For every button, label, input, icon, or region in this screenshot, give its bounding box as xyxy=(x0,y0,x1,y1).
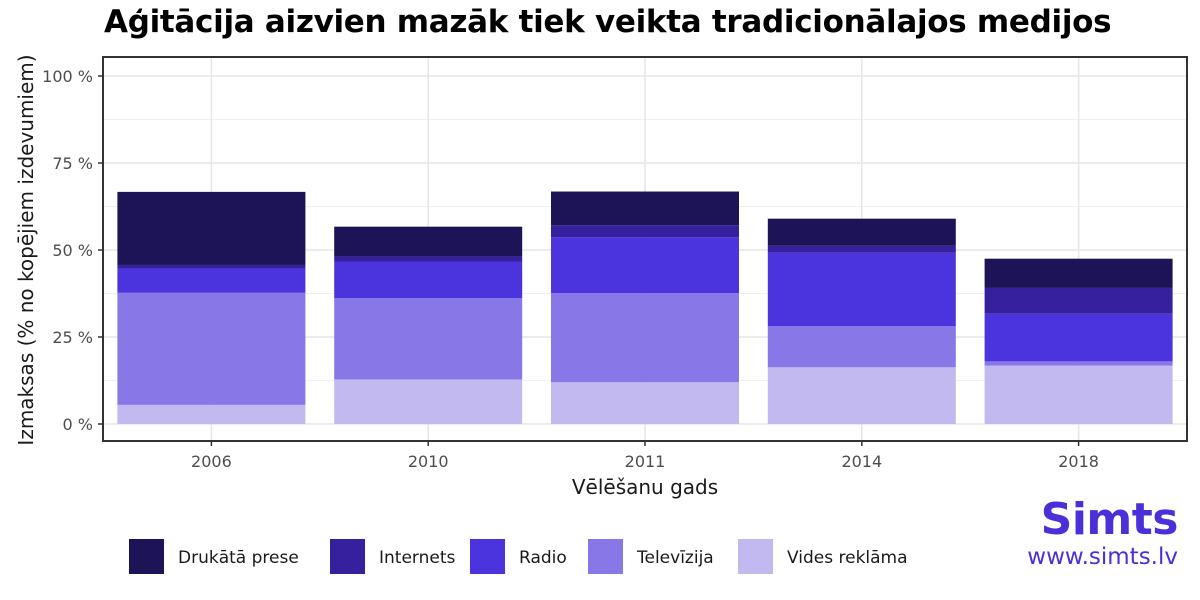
brand-logo: Simts www.simts.lv xyxy=(1027,497,1178,571)
bar-segment xyxy=(767,326,956,368)
chart-title: Aģitācija aizvien mazāk tiek veikta trad… xyxy=(104,4,1112,40)
bar-segment xyxy=(984,361,1173,366)
bar-segment xyxy=(984,365,1173,424)
y-tick-label: 25 % xyxy=(52,328,93,347)
bar-segment xyxy=(334,261,523,299)
bar-segment xyxy=(334,298,523,380)
bar-segment xyxy=(767,218,956,246)
x-axis-title: Vēlēšanu gads xyxy=(572,475,718,499)
x-tick-label: 2011 xyxy=(625,452,666,471)
x-tick-label: 2018 xyxy=(1058,452,1099,471)
legend-swatch xyxy=(129,539,164,574)
y-tick-label: 0 % xyxy=(63,415,93,434)
bar-segment xyxy=(767,367,956,424)
bar-segment xyxy=(117,404,306,424)
bars xyxy=(117,191,1173,424)
y-tick-label: 75 % xyxy=(52,154,93,173)
brand-url: www.simts.lv xyxy=(1027,544,1178,570)
bar-segment xyxy=(984,258,1173,288)
bar-segment xyxy=(551,191,739,226)
bar-segment xyxy=(334,226,523,257)
bar-segment xyxy=(551,225,739,238)
bar-segment xyxy=(334,379,523,424)
bar-segment xyxy=(551,382,739,424)
bar-segment xyxy=(767,245,956,253)
legend-label: Vides reklāma xyxy=(787,548,908,568)
bar-segment xyxy=(551,237,739,294)
x-tick-label: 2014 xyxy=(841,452,882,471)
y-tick-label: 100 % xyxy=(42,67,93,86)
legend-label: Televīzija xyxy=(636,548,714,568)
bar-segment xyxy=(767,252,956,327)
bar-segment xyxy=(117,268,306,293)
x-axis-ticks: 2006 2010 2011 2014 2018 xyxy=(191,441,1099,471)
bar-segment xyxy=(551,293,739,383)
legend: Drukātā prese Internets Radio Televīzija Vid… xyxy=(129,539,908,574)
bar-segment xyxy=(984,287,1173,314)
y-axis-ticks: 0 % 25 % 50 % 75 % 100 % xyxy=(42,67,103,434)
bar-segment xyxy=(117,191,306,265)
legend-label: Drukātā prese xyxy=(178,548,299,568)
bar-segment xyxy=(117,292,306,405)
legend-swatch xyxy=(738,539,773,574)
legend-swatch xyxy=(470,539,505,574)
brand-name: Simts xyxy=(1040,494,1179,545)
legend-swatch xyxy=(330,539,365,574)
y-axis-title: Izmaksas (% no kopējiem izdevumiem) xyxy=(14,54,38,445)
bar-segment xyxy=(984,313,1173,362)
legend-swatch xyxy=(588,539,623,574)
legend-label: Radio xyxy=(519,548,567,568)
x-tick-label: 2006 xyxy=(191,452,232,471)
y-tick-label: 50 % xyxy=(52,241,93,260)
x-tick-label: 2010 xyxy=(408,452,449,471)
bar-segment xyxy=(117,264,306,269)
legend-label: Internets xyxy=(379,548,456,568)
bar-segment xyxy=(334,256,523,262)
